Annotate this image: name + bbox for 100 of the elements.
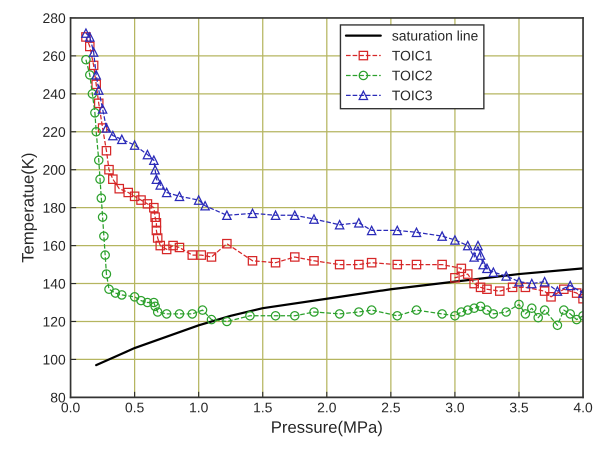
point [152,174,162,184]
point [222,238,232,248]
y-tick-label: 120 [44,316,66,327]
point [150,302,160,312]
point [450,235,460,245]
point [91,80,101,90]
y-tick-label: 220 [43,127,66,137]
point [334,260,344,270]
point [552,320,562,330]
point [84,70,95,80]
point [88,89,98,99]
legend-label: TOIC1 [392,50,432,61]
point [136,296,146,306]
point [309,256,319,266]
point [123,188,134,198]
point [469,303,479,313]
point [94,85,104,95]
point [469,252,479,262]
point [98,104,108,114]
point [130,292,140,302]
point [309,307,319,317]
point [366,305,376,315]
point [100,250,110,260]
point [437,231,447,241]
point [98,212,108,222]
point [527,303,537,313]
point [508,282,518,292]
point [142,150,152,160]
point [150,164,160,175]
point [520,309,530,319]
point [527,278,537,288]
point [540,286,550,296]
y-tick-label: 260 [43,51,66,62]
point [81,32,91,42]
point [270,210,280,220]
point [206,252,216,262]
point [514,276,524,286]
point [354,307,364,317]
point [488,267,498,277]
point [104,284,114,294]
point [270,258,280,268]
point [334,309,344,319]
point [91,70,101,80]
point [450,311,460,321]
point [366,226,376,236]
point [248,256,258,266]
point [198,305,208,315]
y-tick-label: 180 [44,202,66,213]
point [95,174,105,184]
point [152,218,162,228]
x-tick-label: 2.0 [318,402,336,412]
point [456,264,466,274]
point [462,305,473,315]
point [392,226,402,236]
point [196,250,206,260]
x-tick-label: 0.0 [61,402,80,412]
point [494,286,505,296]
point [533,312,543,322]
point [222,210,232,220]
point [117,134,127,144]
point [473,240,483,250]
point [478,260,488,270]
point [540,276,550,286]
x-tick-label: 1.0 [190,402,208,412]
point [412,228,422,238]
legend-label: saturation line [392,30,478,41]
point [130,140,140,150]
legend-label: TOIC2 [392,70,432,80]
point [462,240,473,250]
point [462,269,473,279]
point [174,191,184,202]
point [450,273,460,283]
point [90,108,100,118]
point [559,305,569,315]
point [206,314,216,324]
point [469,278,479,288]
y-tick-label: 140 [44,278,66,289]
point [245,311,255,321]
point [149,202,159,212]
point [136,195,146,205]
point [152,233,162,243]
point [102,146,112,156]
point [110,288,120,298]
point [222,316,232,326]
point [290,252,300,262]
point [84,42,95,52]
point [102,123,112,133]
point [162,309,172,319]
point [149,298,159,308]
point [108,130,118,140]
point [117,290,127,300]
point [142,199,152,209]
point [174,242,184,252]
point [91,126,101,137]
point [546,292,556,302]
point [94,98,104,108]
point [114,184,124,194]
point [520,282,530,292]
point [309,214,319,224]
point [94,155,104,166]
